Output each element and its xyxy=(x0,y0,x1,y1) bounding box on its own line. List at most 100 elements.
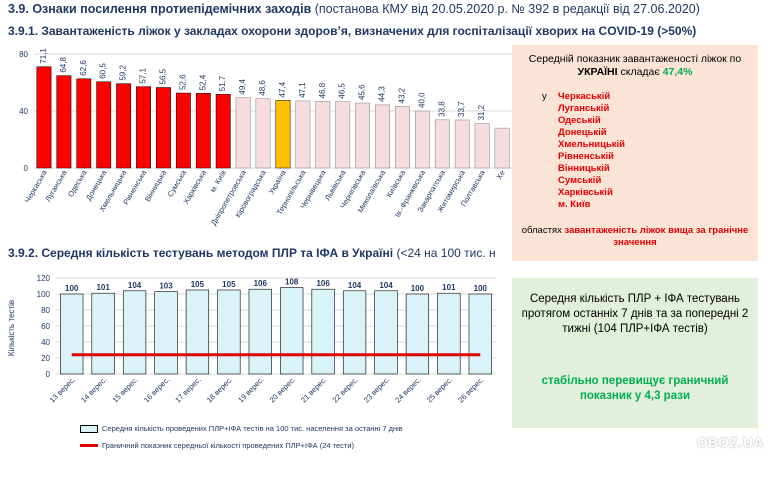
bar xyxy=(96,81,112,169)
region-item: Вінницькій xyxy=(558,163,610,174)
category-label: 18 верес. xyxy=(205,375,234,404)
category-label: 26 верес. xyxy=(456,375,485,404)
bar xyxy=(295,100,311,169)
section-1-title: 3.9.1. Завантаженість ліжок у закладах о… xyxy=(8,24,697,38)
summary-line1: Середній показник завантаженості ліжок п… xyxy=(528,53,742,65)
data-label: 46,5 xyxy=(338,83,347,99)
data-label: 64,8 xyxy=(59,57,68,73)
bar xyxy=(235,97,251,169)
y-tick-label: 20 xyxy=(41,354,50,363)
bar xyxy=(122,290,147,375)
bar xyxy=(375,104,390,169)
bar xyxy=(116,83,132,169)
data-label: 40,0 xyxy=(417,92,426,108)
data-label: 62,6 xyxy=(79,60,88,76)
category-label: 16 верес. xyxy=(142,375,171,404)
region-item: Сумській xyxy=(558,175,602,186)
bar xyxy=(91,292,115,375)
section-2-title: 3.9.2. Середня кількість тестувань метод… xyxy=(8,246,496,260)
y-tick-label: 40 xyxy=(19,107,28,116)
region-item: Черкаській xyxy=(558,91,611,102)
bar xyxy=(185,289,210,375)
legend-label-bars: Середня кількість проведених ПЛР+ІФА тес… xyxy=(102,424,403,433)
category-label: 20 верес. xyxy=(268,375,297,404)
bar xyxy=(56,75,72,169)
region-item: Луганській xyxy=(558,103,610,114)
y-tick-label: 0 xyxy=(24,164,29,173)
bar xyxy=(136,86,151,169)
bed-occupancy-summary-panel: Середній показник завантаженості ліжок п… xyxy=(512,45,758,261)
data-label: 44,3 xyxy=(378,86,387,102)
legend-swatch-line xyxy=(80,444,98,447)
watermark: OBOZ.UA xyxy=(697,435,764,450)
regions-prefix: у xyxy=(542,91,547,102)
bar xyxy=(275,100,291,169)
legend-label-line: Граничний показник середньої кількості п… xyxy=(102,441,355,450)
data-label: 47,4 xyxy=(278,81,287,97)
data-label: 105 xyxy=(191,280,205,289)
data-label: 59,2 xyxy=(119,65,128,81)
category-label: м. Київ xyxy=(208,168,228,193)
data-label: 71,1 xyxy=(39,48,48,64)
category-label: 22 верес. xyxy=(331,375,360,404)
data-label: 104 xyxy=(379,281,393,290)
legend-item-bars: Середня кількість проведених ПЛР+ІФА тес… xyxy=(80,424,403,433)
data-label: 33,7 xyxy=(457,101,466,117)
y-tick-label: 40 xyxy=(41,338,50,347)
legend-item-line: Граничний показник середньої кількості п… xyxy=(80,441,354,450)
summary-line2: складає xyxy=(617,66,663,78)
y-tick-label: 0 xyxy=(46,370,51,379)
bar xyxy=(414,110,430,169)
data-label: 52,4 xyxy=(198,74,207,90)
data-label: 45,6 xyxy=(358,84,367,100)
regions-list: у Черкаській Луганській Одеській Донецьк… xyxy=(542,91,625,211)
bar xyxy=(217,289,241,375)
tests-summary-highlight: стабільно перевищує граничний показник у… xyxy=(541,375,729,402)
summary-country: УКРАЇНІ xyxy=(577,66,618,78)
y-tick-label: 100 xyxy=(37,290,51,299)
data-label: 100 xyxy=(411,284,425,293)
bar xyxy=(355,102,371,169)
conclusion-highlight: завантаженість ліжок вища за гранічне зн… xyxy=(564,225,749,248)
data-label: 108 xyxy=(285,278,299,287)
category-label: 21 верес. xyxy=(299,375,328,404)
summary-text: Середній показник завантаженості ліжок п… xyxy=(518,53,752,79)
bar xyxy=(454,119,470,169)
page-title: 3.9. Ознаки посилення протиепідемічних з… xyxy=(8,2,700,16)
tests-chart-legend: Середня кількість проведених ПЛР+ІФА тес… xyxy=(80,424,510,454)
data-label: 56,5 xyxy=(158,68,167,84)
data-label: 101 xyxy=(442,283,456,292)
data-label: 104 xyxy=(128,281,142,290)
bar xyxy=(335,101,351,169)
bar xyxy=(311,288,335,375)
category-label: 23 верес. xyxy=(362,375,391,404)
bar xyxy=(280,287,304,375)
tests-summary-panel: Середня кількість ПЛР + ІФА тестувань пр… xyxy=(512,278,758,428)
bar xyxy=(255,98,271,169)
data-label: 101 xyxy=(96,283,110,292)
section-2-title-bold: 3.9.2. Середня кількість тестувань метод… xyxy=(8,246,394,260)
bar xyxy=(342,290,367,375)
category-label: Україна xyxy=(267,168,288,196)
data-label: 106 xyxy=(316,279,330,288)
category-label: 14 верес. xyxy=(79,375,108,404)
bar xyxy=(175,92,191,169)
region-item: м. Київ xyxy=(558,199,591,210)
category-label: 19 верес. xyxy=(236,375,265,404)
bar xyxy=(474,123,490,169)
data-label: 31,2 xyxy=(477,104,486,120)
bed-occupancy-chart: 71,1 64,8 62,6 60,5 59,2 57,1 56,5 52,6 52,4 51,7… xyxy=(19,48,512,227)
bar xyxy=(494,127,510,169)
section-2-title-normal: (<24 на 100 тис. н xyxy=(393,246,496,260)
page-title-bold: 3.9. Ознаки посилення протиепідемічних з… xyxy=(8,2,312,16)
y-tick-label: 60 xyxy=(41,322,50,331)
data-label: 106 xyxy=(254,279,268,288)
data-label: 60,5 xyxy=(99,63,108,79)
data-label: 48,6 xyxy=(258,80,267,96)
bar xyxy=(374,290,398,375)
data-label: 100 xyxy=(65,284,79,293)
data-label: 103 xyxy=(159,282,173,291)
bar xyxy=(36,66,52,169)
category-label: Хе xyxy=(494,168,506,180)
tests-summary-text: Середня кількість ПЛР + ІФА тестувань пр… xyxy=(521,293,749,335)
